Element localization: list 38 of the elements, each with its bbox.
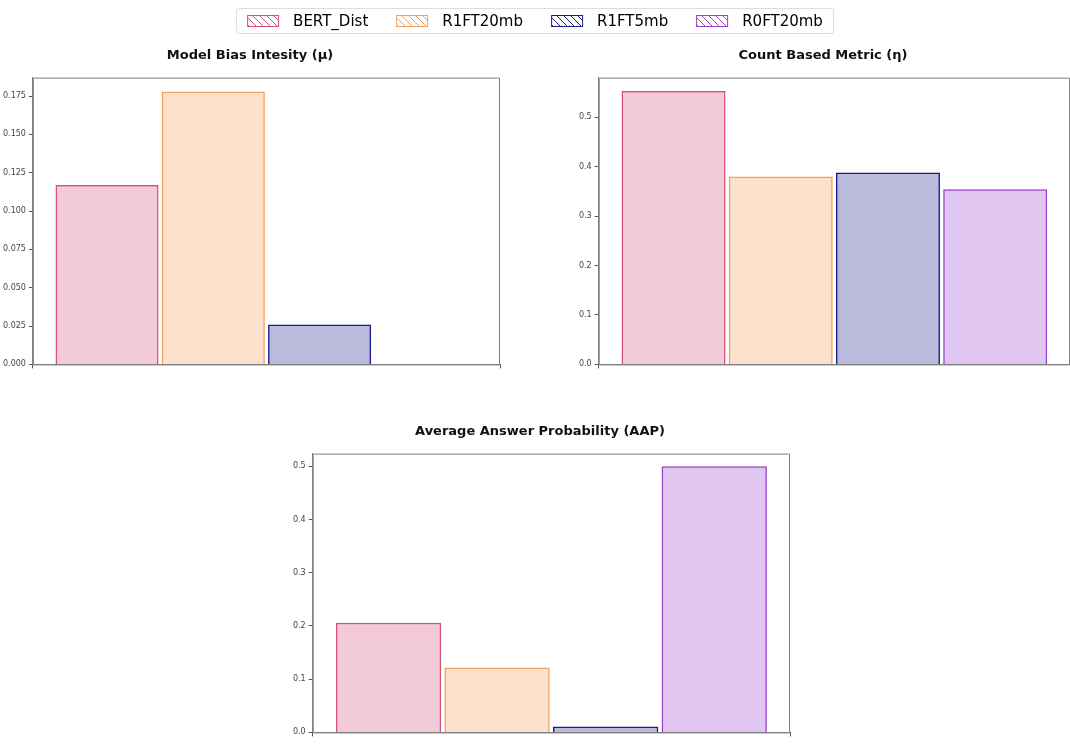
chart-title: Count Based Metric (η) <box>738 47 908 63</box>
legend-label: R0FT20mb <box>742 12 823 30</box>
y-tick-label: 0.025 <box>3 321 26 331</box>
legend-label: BERT_Dist <box>293 12 369 30</box>
bar <box>444 667 550 732</box>
y-tick-label: 0.125 <box>3 167 26 177</box>
bar <box>335 622 442 732</box>
y-tick-label: 0.3 <box>292 567 306 577</box>
y-tick-label: 0.0 <box>578 359 592 369</box>
y-tick-label: 0.0 <box>292 727 306 737</box>
bar <box>55 184 159 364</box>
y-tick-label: 0.100 <box>3 206 26 216</box>
y-tick-label: 0.5 <box>578 112 592 122</box>
bar <box>552 726 659 732</box>
bar <box>621 90 726 364</box>
y-tick-label: 0.000 <box>3 359 26 369</box>
legend-label: R1FT5mb <box>597 12 669 30</box>
bar <box>943 189 1048 364</box>
chart-title: Average Answer Probability (AAP) <box>415 423 665 439</box>
y-tick-label: 0.1 <box>578 310 592 320</box>
y-tick-label: 0.4 <box>292 514 306 524</box>
bar <box>835 172 940 364</box>
y-tick-label: 0.050 <box>3 282 26 292</box>
bar <box>661 466 767 732</box>
y-tick-label: 0.2 <box>578 260 592 270</box>
bar <box>268 324 372 364</box>
y-tick-label: 0.1 <box>292 674 306 684</box>
y-tick-label: 0.075 <box>3 244 26 254</box>
bar <box>161 91 265 364</box>
y-tick-label: 0.3 <box>578 211 592 221</box>
y-tick-label: 0.175 <box>3 91 26 101</box>
y-tick-label: 0.4 <box>578 161 592 171</box>
y-tick-label: 0.150 <box>3 129 26 139</box>
y-tick-label: 0.2 <box>292 621 306 631</box>
bar <box>728 176 833 364</box>
y-tick-label: 0.5 <box>292 461 306 471</box>
legend-label: R1FT20mb <box>442 12 524 30</box>
chart-title: Model Bias Intesity (μ) <box>166 47 334 63</box>
